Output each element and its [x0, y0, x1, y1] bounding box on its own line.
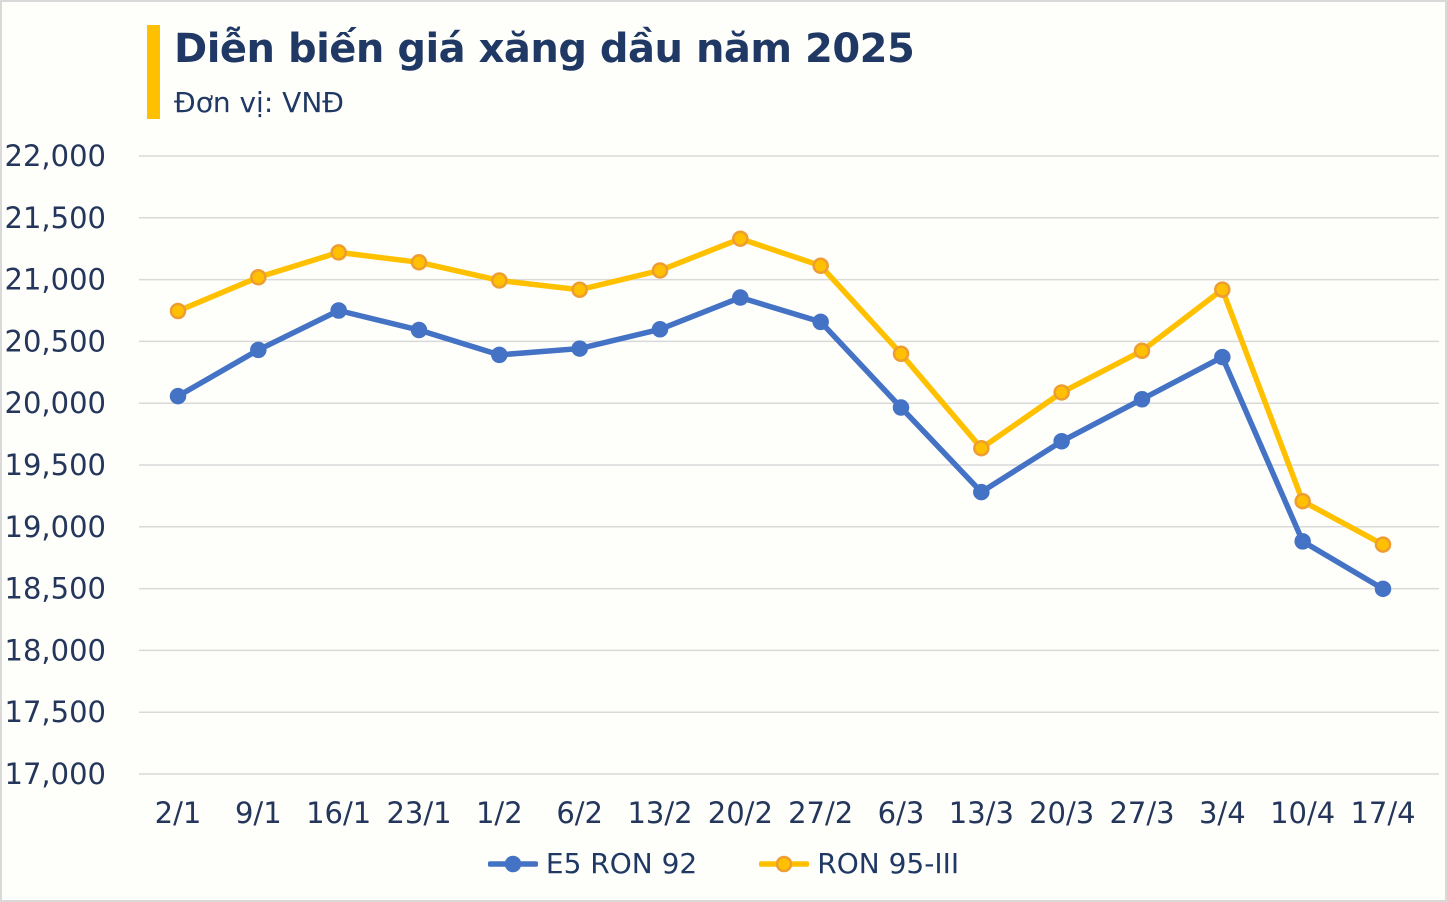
series-0-marker [491, 346, 508, 364]
x-tick-label: 6/2 [556, 796, 603, 830]
series-1-marker [651, 262, 669, 279]
series-0-marker [812, 313, 829, 331]
series-0-marker [250, 341, 267, 359]
y-tick-label: 20,500 [5, 324, 106, 358]
legend-label: E5 RON 92 [545, 847, 698, 880]
x-tick-label: 9/1 [235, 796, 282, 830]
x-tick-label: 20/3 [1029, 796, 1094, 830]
series-1-marker [812, 257, 829, 275]
y-tick-label: 17,000 [5, 757, 106, 791]
series-0-marker [973, 483, 990, 501]
series-1-marker [732, 230, 749, 247]
y-tick-label: 17,500 [5, 695, 106, 729]
series-1-marker [169, 302, 187, 320]
series-1-marker [410, 254, 428, 271]
legend-item-0: E5 RON 92 [487, 847, 698, 880]
series-0-marker [1214, 348, 1231, 366]
legend-item-1: RON 95-III [759, 847, 959, 880]
series-1-marker [1374, 536, 1392, 553]
series-0-marker [1133, 390, 1151, 408]
y-tick-label: 18,000 [5, 633, 106, 667]
legend-dot [776, 855, 793, 872]
series-0-marker [892, 399, 910, 416]
chart-title: Diễn biến giá xăng dầu năm 2025 [174, 26, 915, 72]
series-1-marker [1053, 384, 1070, 401]
y-tick-label: 21,500 [5, 201, 106, 235]
legend-marker-icon [487, 855, 538, 872]
x-tick-label: 1/2 [476, 796, 523, 830]
x-tick-label: 27/2 [788, 796, 853, 830]
series-0-marker [330, 302, 347, 319]
series-1-marker [330, 244, 347, 261]
series-0-marker [1374, 580, 1392, 598]
x-tick-label: 16/1 [306, 796, 371, 830]
series-1-marker [1294, 492, 1311, 510]
series-line-1 [175, 235, 1386, 548]
price-line-chart: 17,000 17,500 18,000 18,500 19,000 19,500 20,0… [5, 139, 1439, 830]
series-0-marker [410, 321, 428, 339]
x-tick-label: 13/3 [949, 796, 1014, 830]
series-0-marker [732, 289, 749, 306]
y-tick-label: 19,500 [5, 448, 106, 482]
series-0-marker [651, 321, 669, 338]
x-tick-label: 27/3 [1109, 796, 1174, 830]
series-0-marker [1294, 533, 1311, 550]
chart-legend: E5 RON 92 RON 95-III [2, 847, 1445, 880]
chart-unit-label: Đơn vị: VNĐ [174, 86, 344, 119]
x-tick-label: 6/3 [878, 796, 925, 830]
series-1-marker [491, 272, 508, 289]
series-line-0 [175, 294, 1386, 592]
title-accent-bar [147, 25, 160, 119]
y-tick-label: 21,000 [5, 263, 106, 297]
x-tick-label: 13/2 [627, 796, 692, 830]
y-tick-label: 18,500 [5, 572, 106, 606]
x-tick-label: 10/4 [1270, 796, 1335, 830]
series-1-marker [1214, 281, 1231, 298]
y-tick-label: 19,000 [5, 510, 106, 544]
y-tick-label: 22,000 [5, 139, 106, 173]
x-tick-label: 17/4 [1350, 796, 1415, 830]
series-0-marker [169, 387, 187, 405]
series-1-marker [973, 439, 990, 457]
x-tick-label: 2/1 [155, 796, 202, 830]
series-1-marker [250, 269, 267, 286]
series-0-marker [571, 340, 588, 357]
legend-dot [504, 855, 522, 872]
legend-label: RON 95-III [817, 847, 960, 880]
x-tick-label: 3/4 [1199, 796, 1246, 830]
x-tick-label: 23/1 [386, 796, 451, 830]
y-tick-label: 20,000 [5, 386, 106, 420]
legend-marker-icon [759, 855, 810, 872]
series-1-marker [1133, 342, 1151, 360]
series-0-marker [1053, 433, 1070, 450]
series-1-marker [571, 281, 588, 298]
series-1-marker [892, 345, 910, 363]
x-tick-label: 20/2 [708, 796, 773, 830]
